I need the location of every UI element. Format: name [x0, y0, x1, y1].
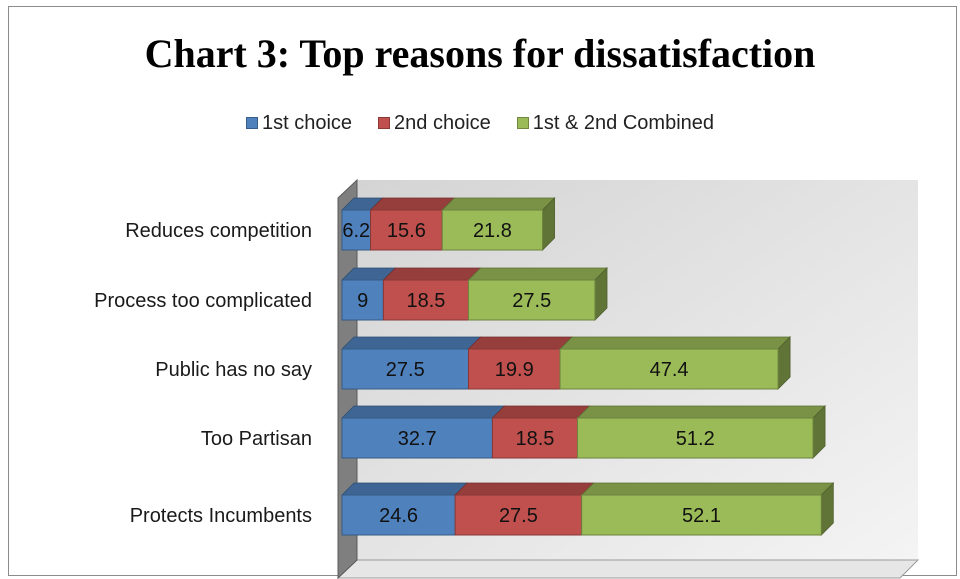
bar-reduces-competition-2nd-choice	[369, 197, 456, 251]
data-label-reduces-competition-2nd-choice: 15.6	[387, 220, 426, 242]
bar-too-partisan-1st-2nd-combined	[576, 405, 827, 459]
bar-group: 6.2 15.6 21.8 9 18.5 27.5 27.5 19.9 47.4 32.7 18.5…	[341, 197, 835, 536]
legend-label-2nd-choice: 2nd choice	[394, 111, 491, 134]
data-label-public-has-no-say-1st-choice: 27.5	[386, 359, 425, 381]
data-label-reduces-competition-1st-choice: 6.2	[342, 220, 370, 242]
bar-front-face	[341, 279, 384, 321]
bar-reduces-competition-1st-choice	[341, 197, 384, 251]
bar-public-has-no-say-1st-2nd-combined	[559, 336, 792, 390]
chart-legend: 1st choice 2nd choice 1st & 2nd Combined	[0, 110, 960, 136]
data-label-too-partisan-2nd-choice: 18.5	[516, 428, 555, 450]
bar-top-face	[467, 267, 608, 281]
bar-too-partisan-1st-choice	[341, 405, 506, 459]
legend-item-combined: 1st & 2nd Combined	[516, 111, 715, 135]
data-label-reduces-competition-1st-2nd-combined: 21.8	[473, 220, 512, 242]
bar-top-face	[559, 336, 792, 350]
bar-too-partisan-2nd-choice	[491, 405, 591, 459]
bar-front-face	[341, 417, 493, 459]
bar-public-has-no-say-2nd-choice	[467, 336, 574, 390]
bar-reduces-competition-1st-2nd-combined	[441, 197, 556, 251]
category-label-public-has-no-say: Public has no say	[155, 359, 312, 381]
data-label-public-has-no-say-1st-2nd-combined: 47.4	[650, 359, 689, 381]
data-label-process-too-complicated-2nd-choice: 18.5	[406, 290, 445, 312]
category-labels: Reduces competition Process too complicat…	[94, 220, 312, 527]
bar-protects-incumbents-1st-choice	[341, 482, 469, 536]
bar-process-too-complicated-2nd-choice	[382, 267, 482, 321]
legend-swatch-combined	[516, 117, 529, 129]
legend-item-1st-choice: 1st choice	[245, 111, 353, 135]
chart-title: Chart 3: Top reasons for dissatisfaction	[144, 31, 816, 76]
bar-front-face	[468, 279, 596, 321]
bar-top-face	[467, 336, 574, 350]
data-label-process-too-complicated-1st-choice: 9	[357, 290, 368, 312]
bar-front-face	[441, 209, 544, 251]
legend-item-2nd-choice: 2nd choice	[378, 112, 491, 135]
category-label-process-too-complicated: Process too complicated	[94, 290, 312, 312]
plot-floor	[336, 559, 920, 579]
bar-top-face	[382, 267, 482, 281]
bar-top-face	[491, 405, 591, 419]
bar-protects-incumbents-1st-2nd-combined	[580, 482, 835, 536]
legend-swatch-1st-choice	[245, 117, 258, 129]
bar-front-face	[341, 348, 469, 390]
category-label-too-partisan: Too Partisan	[201, 428, 312, 450]
bar-front-face	[581, 494, 822, 536]
data-label-too-partisan-1st-choice: 32.7	[398, 428, 437, 450]
category-label-reduces-competition: Reduces competition	[125, 220, 312, 242]
bar-process-too-complicated-1st-2nd-combined	[467, 267, 608, 321]
bar-front-face	[491, 417, 579, 459]
data-label-protects-incumbents-1st-choice: 24.6	[379, 505, 418, 527]
data-label-too-partisan-1st-2nd-combined: 51.2	[676, 428, 715, 450]
bar-front-face	[577, 417, 814, 459]
bar-front-face	[341, 494, 456, 536]
bar-front-face	[341, 209, 372, 251]
bar-top-face	[441, 197, 556, 211]
bar-front-face	[454, 494, 583, 536]
bar-top-face	[341, 482, 469, 496]
bar-process-too-complicated-1st-choice	[341, 267, 397, 321]
data-label-protects-incumbents-1st-2nd-combined: 52.1	[682, 505, 721, 527]
bar-public-has-no-say-1st-choice	[341, 336, 482, 390]
bar-top-face	[341, 336, 482, 350]
bar-top-face	[369, 197, 456, 211]
bar-front-face	[382, 279, 469, 321]
bar-top-face	[341, 405, 506, 419]
bar-top-face	[580, 482, 835, 496]
bar-front-face	[559, 348, 779, 390]
category-label-protects-incumbents: Protects Incumbents	[130, 505, 312, 527]
data-label-public-has-no-say-2nd-choice: 19.9	[495, 359, 534, 381]
bar-top-face	[576, 405, 827, 419]
legend-label-1st-choice: 1st choice	[261, 111, 353, 134]
legend-label-combined: 1st & 2nd Combined	[532, 111, 715, 134]
bar-protects-incumbents-2nd-choice	[454, 482, 595, 536]
bar-top-face	[454, 482, 595, 496]
legend-swatch-2nd-choice	[378, 117, 391, 129]
bar-front-face	[468, 348, 561, 390]
data-label-protects-incumbents-2nd-choice: 27.5	[499, 505, 538, 527]
bar-front-face	[370, 209, 443, 251]
data-label-process-too-complicated-1st-2nd-combined: 27.5	[512, 290, 551, 312]
